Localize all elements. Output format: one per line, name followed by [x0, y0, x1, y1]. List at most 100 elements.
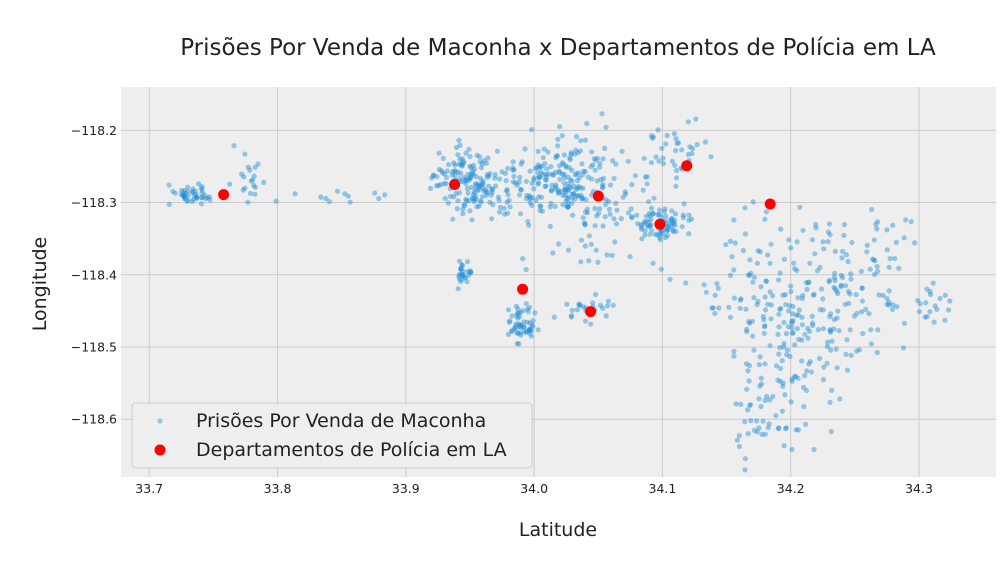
arrest-point — [650, 260, 656, 266]
arrest-point — [817, 355, 823, 361]
arrest-point — [693, 116, 699, 122]
arrest-point — [858, 268, 865, 274]
arrest-point — [619, 148, 625, 154]
arrest-point — [800, 227, 806, 233]
arrest-point — [242, 185, 248, 191]
x-axis-ticks: 33.7 33.8 33.9 34.0 34.1 34.2 34.3 — [135, 481, 933, 496]
arrest-point — [459, 272, 465, 279]
arrest-point — [828, 347, 834, 353]
arrest-point — [649, 227, 655, 233]
arrest-point — [884, 296, 890, 302]
arrest-point — [737, 305, 743, 311]
arrest-point — [754, 260, 761, 266]
arrest-point — [813, 221, 819, 228]
arrest-point — [665, 227, 671, 233]
arrest-point — [581, 220, 588, 226]
arrest-point — [505, 192, 511, 198]
arrest-point — [466, 176, 472, 182]
arrest-point — [796, 307, 803, 313]
arrest-point — [468, 164, 474, 171]
arrest-point — [658, 214, 664, 220]
arrest-point — [463, 150, 469, 156]
arrest-point — [467, 175, 473, 181]
arrest-point — [836, 328, 842, 334]
arrest-point — [527, 304, 533, 310]
arrest-point — [779, 358, 785, 364]
arrest-point — [827, 329, 834, 335]
arrest-point — [560, 202, 566, 208]
arrest-point — [460, 178, 466, 185]
arrest-point — [679, 147, 685, 153]
arrest-point — [890, 222, 896, 228]
arrest-point — [441, 181, 447, 187]
arrest-point — [318, 194, 324, 200]
arrest-point — [789, 330, 796, 336]
arrest-point — [510, 165, 516, 171]
arrest-point — [518, 332, 524, 338]
arrest-point — [467, 153, 473, 160]
arrest-point — [669, 208, 675, 214]
arrest-point — [199, 187, 205, 193]
arrest-point — [207, 197, 213, 203]
arrest-point — [503, 178, 509, 184]
arrest-point — [529, 180, 535, 186]
arrest-point — [464, 279, 470, 285]
arrest-point — [475, 187, 481, 194]
arrest-point — [644, 181, 650, 187]
arrest-point — [784, 352, 790, 358]
arrest-point — [569, 195, 575, 201]
arrest-point — [548, 188, 555, 194]
arrest-point — [521, 324, 527, 330]
arrest-point — [727, 314, 734, 320]
arrest-point — [641, 155, 647, 161]
arrest-point — [821, 246, 827, 252]
police-station-point — [585, 306, 597, 318]
arrest-point — [783, 331, 790, 337]
arrest-point — [639, 236, 645, 242]
x-tick-label: 34.1 — [649, 481, 677, 496]
arrest-point — [859, 285, 865, 291]
arrest-point — [509, 328, 515, 334]
arrest-point — [530, 318, 536, 324]
arrest-point — [690, 145, 696, 152]
arrest-point — [457, 271, 463, 277]
arrest-point — [602, 214, 608, 220]
arrest-point — [646, 199, 652, 205]
arrest-point — [561, 171, 568, 177]
arrest-point — [178, 192, 184, 198]
arrest-point — [731, 267, 737, 273]
arrest-point — [497, 209, 503, 215]
arrest-point — [473, 181, 479, 187]
arrest-point — [597, 164, 603, 170]
arrest-point — [561, 152, 567, 158]
arrest-point — [655, 127, 661, 133]
arrest-point — [806, 279, 812, 285]
arrest-point — [568, 151, 574, 158]
arrest-point — [832, 270, 838, 276]
arrest-point — [569, 307, 575, 313]
arrest-point — [803, 421, 809, 427]
arrest-point — [539, 208, 546, 214]
arrest-point — [559, 133, 565, 139]
arrest-point — [789, 320, 795, 327]
x-tick-label: 33.8 — [264, 481, 292, 496]
arrest-point — [603, 313, 609, 319]
arrest-point — [745, 368, 751, 374]
arrest-point — [514, 313, 520, 319]
arrest-point — [575, 150, 581, 156]
legend-marker-stations — [154, 444, 166, 456]
arrest-point — [642, 174, 649, 180]
arrest-point — [582, 221, 588, 227]
arrest-point — [481, 157, 487, 163]
arrest-point — [516, 310, 522, 316]
arrest-point — [708, 154, 714, 160]
arrest-point — [514, 182, 520, 188]
arrest-point — [605, 298, 612, 304]
arrest-point — [789, 378, 795, 384]
arrest-point — [568, 177, 574, 183]
arrest-point — [456, 161, 462, 167]
arrest-point — [672, 217, 678, 223]
arrest-point — [820, 296, 826, 302]
arrest-point — [762, 361, 768, 367]
arrest-point — [805, 325, 811, 332]
